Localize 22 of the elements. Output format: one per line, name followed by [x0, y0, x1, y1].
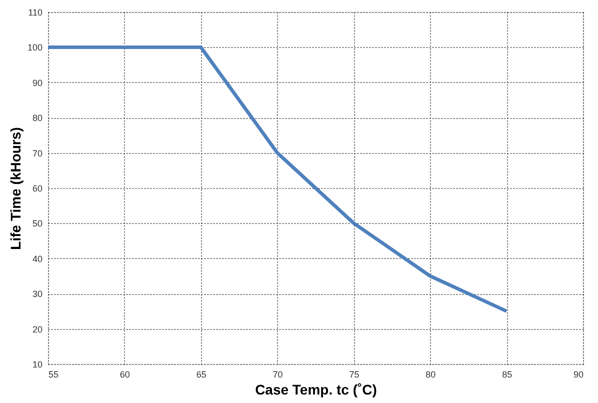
y-tick-label: 80 [32, 113, 42, 124]
x-tick-label: 75 [349, 370, 360, 380]
y-tick-label: 20 [32, 324, 42, 334]
x-axis-title: Case Temp. tc (˚C) [255, 382, 377, 398]
x-tick-label: 65 [196, 370, 206, 380]
y-tick-label: 60 [32, 184, 42, 194]
y-tick-label: 70 [32, 148, 42, 158]
y-tick-label: 10 [32, 360, 42, 370]
x-tick-label: 60 [120, 370, 130, 380]
x-tick-label: 80 [426, 370, 436, 380]
y-tick-label: 90 [32, 78, 42, 88]
line-series [46, 45, 508, 313]
y-tick-label: 50 [32, 218, 42, 229]
y-tick-label: 100 [27, 42, 42, 53]
y-tick-label: 110 [28, 8, 42, 18]
x-tick-label: 70 [272, 370, 283, 380]
x-tick-label: 85 [502, 370, 512, 380]
y-tick-label: 30 [32, 289, 42, 300]
x-tick-label: 55 [48, 370, 59, 380]
y-tick-label: 40 [32, 254, 42, 264]
y-axis-title: Life Time (kHours) [7, 127, 24, 250]
x-tick-label: 90 [573, 370, 584, 380]
